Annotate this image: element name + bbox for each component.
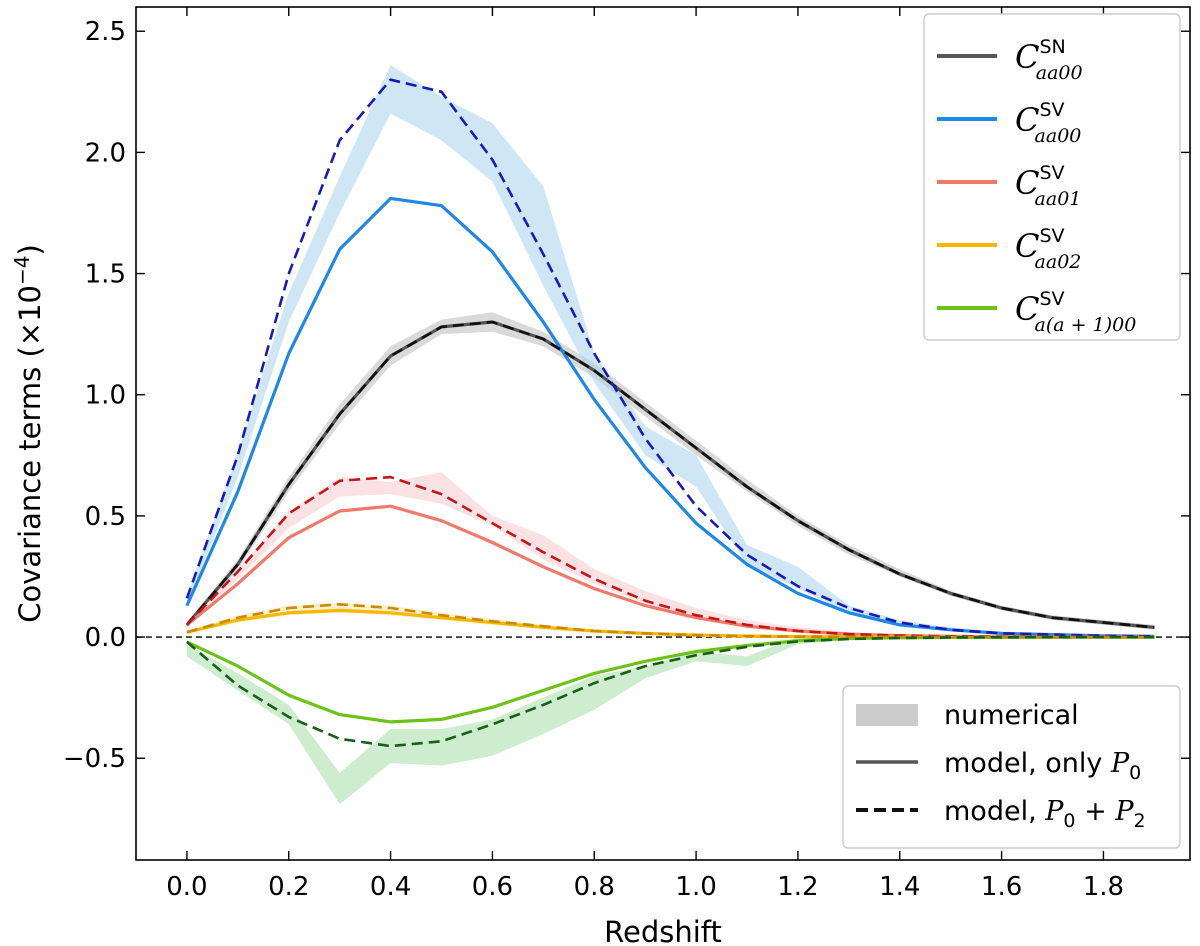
legend-label-sup: SN [1039, 36, 1065, 58]
legend-label-main: C [1015, 38, 1039, 76]
legend-label-main: C [1015, 164, 1039, 202]
y-axis-title-exponent: −4 [10, 256, 34, 285]
line-sv00-p0p2 [185, 78, 1155, 638]
legend-label-sup: SV [1039, 162, 1064, 184]
y-axis-title-suffix: ) [13, 244, 47, 255]
legend-label-sv02: CSV aa02 [1015, 225, 1081, 273]
series-legend-box [923, 13, 1181, 341]
x-tick-label: 0.4 [370, 872, 411, 902]
band-sv02 [186, 603, 1155, 637]
legend-label-sup: SV [1039, 288, 1064, 310]
y-tick-label: 1.5 [85, 260, 126, 290]
legend-label-solid: model, only P0 [944, 748, 1141, 784]
legend-label-math: P [1110, 748, 1130, 779]
x-tick-label: 0.2 [268, 872, 309, 902]
legend-swatch-numerical [856, 704, 918, 726]
line-sv_a1_00-p0p2 [186, 635, 1155, 748]
line-sn00-p0p2 [185, 320, 1155, 629]
style-legend-box [842, 685, 1181, 849]
legend-label-main: C [1015, 101, 1039, 139]
legend-label-sub: 0 [1063, 810, 1075, 832]
y-axis-title-prefix: Covariance terms (×10 [13, 285, 47, 623]
legend-label-sv_a1_00: CSV a(a + 1)00 [1015, 288, 1136, 336]
legend-label-text: numerical [944, 700, 1079, 731]
legend-label-sup: SV [1039, 225, 1064, 247]
axis-ticks: 0.0 0.2 0.4 0.6 0.8 1.0 1.2 1.4 1.6 1.8 −0.5 0.0 0.5… [63, 7, 1190, 902]
legend-label-sup: SV [1039, 99, 1064, 121]
legend-label-math2: P [1114, 796, 1134, 827]
legend-label-sub: aa01 [1035, 188, 1082, 210]
model-lines [185, 78, 1155, 748]
x-tick-label: 1.8 [1083, 872, 1124, 902]
y-tick-label: 2.0 [85, 138, 126, 168]
legend-label-sub: aa00 [1035, 125, 1082, 147]
legend-label-sv01: CSV aa01 [1015, 162, 1081, 210]
y-tick-label: 1.0 [85, 381, 126, 411]
legend-label-text: model, only [944, 748, 1111, 779]
legend-label-operator: + [1076, 796, 1116, 827]
band-sv_a1_00 [186, 637, 1155, 805]
y-tick-label: 0.5 [85, 502, 126, 532]
x-tick-label: 1.2 [777, 872, 818, 902]
band-sv01 [186, 472, 1155, 637]
legend-label-main: C [1015, 290, 1039, 328]
y-tick-label: 2.5 [85, 17, 126, 47]
legend-label-main: C [1015, 227, 1039, 265]
numerical-bands [186, 65, 1155, 805]
y-tick-label: −0.5 [63, 744, 126, 774]
legend-label-dashed: model, P0 + P2 [944, 796, 1146, 832]
x-tick-label: 1.0 [675, 872, 716, 902]
x-tick-label: 1.6 [981, 872, 1022, 902]
x-tick-label: 0.6 [472, 872, 513, 902]
y-axis-title: Covariance terms (×10−4) [10, 244, 47, 623]
legend-label-math: P [1044, 796, 1064, 827]
plot-frame [135, 6, 1191, 861]
legend-label-band: numerical [944, 700, 1079, 731]
x-tick-label: 0.8 [574, 872, 615, 902]
x-axis-title: Redshift [604, 915, 722, 946]
y-tick-label: 0.0 [85, 623, 126, 653]
legend-label-sub: aa00 [1036, 62, 1083, 84]
legend-label-sub: a(a + 1)00 [1035, 314, 1137, 336]
x-tick-label: 0.0 [166, 872, 207, 902]
legend-label-sub: 0 [1129, 762, 1141, 784]
legend-label-sub2: 2 [1133, 810, 1145, 832]
legend-label-sv00: CSV aa00 [1015, 99, 1081, 147]
legend-label-sn00: CSN aa00 [1015, 36, 1083, 84]
legend-label-text: model, [944, 796, 1045, 827]
x-tick-label: 1.4 [879, 872, 920, 902]
legend-label-sub: aa02 [1035, 251, 1082, 273]
